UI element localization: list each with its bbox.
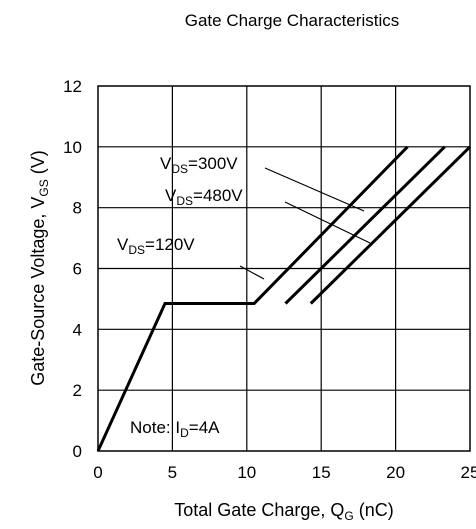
y-axis-label: Gate-Source Voltage, VGS (V): [28, 150, 51, 385]
label-vds-300v-pre: V: [160, 154, 172, 173]
series-lines: [96, 145, 472, 452]
label-vds-300v: VDS=300V: [160, 154, 238, 176]
label-vds-120v-pre: V: [117, 235, 129, 254]
leader-line-120v: [239, 265, 265, 280]
label-vds-300v-post: =300V: [188, 154, 238, 173]
plot-frame: [97, 85, 471, 452]
note-label-sub: D: [180, 426, 189, 440]
label-vds-120v: VDS=120V: [117, 235, 195, 257]
x-tick-label: 15: [312, 463, 331, 482]
label-vds-120v-post: =120V: [145, 235, 195, 254]
label-vds-480v-sub: DS: [176, 194, 193, 208]
leader-line-300v: [264, 167, 365, 212]
label-vds-480v: VDS=480V: [165, 186, 243, 208]
leader-line-480v: [284, 201, 371, 244]
x-tick-label: 5: [168, 463, 177, 482]
x-tick-label: 20: [386, 463, 405, 482]
series-line: [284, 145, 446, 305]
y-tick-label: 10: [63, 138, 82, 157]
y-tick-label: 6: [73, 260, 82, 279]
x-axis-ticks: 0 5 10 15 20 25: [93, 463, 476, 482]
y-tick-label: 2: [73, 381, 82, 400]
y-axis-label-sub: GS: [37, 179, 51, 196]
label-vds-300v-sub: DS: [171, 162, 188, 176]
y-tick-label: 4: [73, 320, 82, 339]
note-label-post: =4A: [189, 418, 220, 437]
x-axis-label-main: Total Gate Charge, Q: [174, 500, 344, 520]
label-vds-480v-pre: V: [165, 186, 177, 205]
x-axis-label: Total Gate Charge, QG (nC): [174, 500, 393, 523]
label-vds-120v-sub: DS: [128, 243, 145, 257]
y-axis-label-main: Gate-Source Voltage, V: [28, 197, 48, 386]
x-tick-label: 0: [93, 463, 102, 482]
y-axis-label-suffix: (V): [28, 150, 48, 179]
y-axis-ticks: 0 2 4 6 8 10 12: [63, 77, 82, 461]
x-tick-label: 10: [237, 463, 256, 482]
grid: [98, 86, 470, 451]
x-axis-label-suffix: (nC): [354, 500, 394, 520]
y-tick-label: 0: [73, 442, 82, 461]
series-line: [96, 145, 409, 452]
label-vds-480v-post: =480V: [193, 186, 243, 205]
series-line: [309, 145, 472, 305]
note-label: Note: ID=4A: [130, 418, 220, 440]
note-label-pre: Note: I: [130, 418, 180, 437]
x-axis-label-sub: G: [344, 509, 353, 523]
x-tick-label: 25: [461, 463, 476, 482]
chart-title: Gate Charge Characteristics: [185, 11, 399, 30]
y-tick-label: 8: [73, 199, 82, 218]
y-tick-label: 12: [63, 77, 82, 96]
